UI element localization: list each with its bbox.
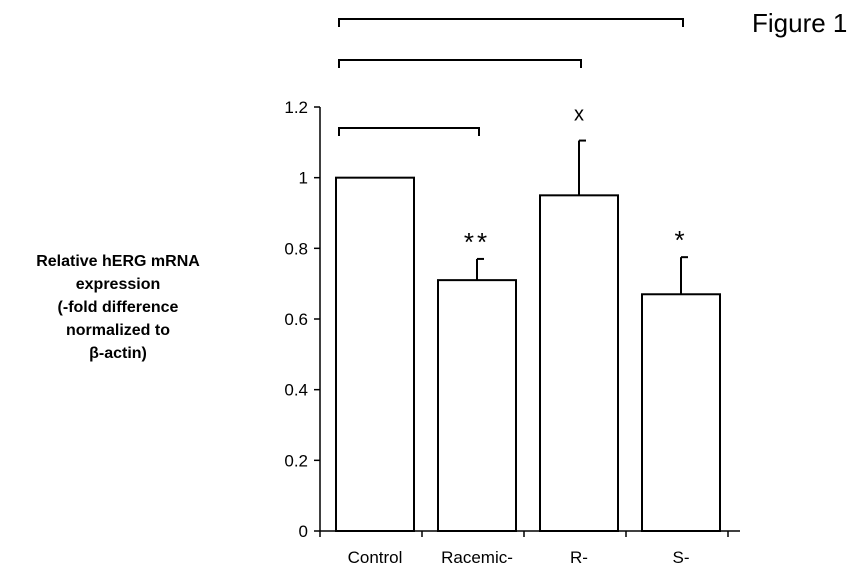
significance-marks: ** x * — [464, 104, 687, 257]
y-tick-label: 1.2 — [284, 98, 308, 117]
y-tick-label: 0 — [299, 522, 308, 541]
significance-label: x — [574, 104, 584, 126]
y-axis-label-line: expression — [75, 276, 161, 293]
x-tick-label: S- — [673, 548, 690, 567]
y-axis-label: Relative hERG mRNA expression (-fold dif… — [2, 250, 234, 365]
y-tick-label: 0.2 — [284, 451, 308, 470]
y-axis-label-line: β-actin) — [89, 345, 147, 362]
y-axis-label-line: normalized to — [65, 322, 170, 339]
y-tick-label: 0.4 — [284, 381, 308, 400]
y-axis-label-line: (-fold difference — [57, 299, 179, 316]
significance-label: ** — [464, 227, 490, 257]
bar — [539, 194, 619, 532]
bars — [335, 176, 721, 533]
error-bars — [476, 139, 688, 295]
x-tick-label: Control — [348, 548, 403, 567]
y-tick-label: 1 — [299, 169, 308, 188]
comparison-bracket — [338, 59, 582, 68]
x-tick-label: Racemic- — [441, 548, 513, 567]
x-tick-label: R- — [570, 548, 588, 567]
bar — [335, 176, 415, 533]
comparison-brackets — [338, 18, 684, 136]
bar — [641, 293, 721, 532]
y-tick-label: 0.8 — [284, 239, 308, 258]
y-axis-label-line: Relative hERG mRNA — [36, 253, 200, 270]
y-tick-label: 0.6 — [284, 310, 308, 329]
bar — [437, 279, 517, 532]
comparison-bracket — [338, 18, 684, 27]
figure-label: Figure 1 — [752, 8, 848, 38]
significance-label: * — [674, 225, 687, 255]
comparison-bracket — [338, 127, 480, 136]
